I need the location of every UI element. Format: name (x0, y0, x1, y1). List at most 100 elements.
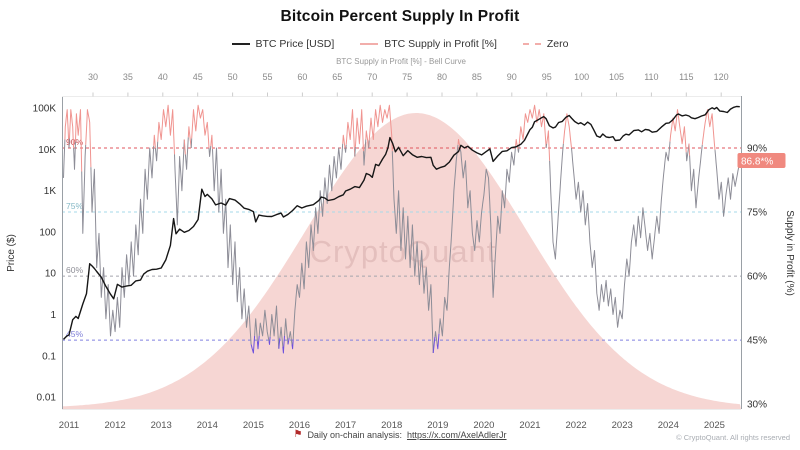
top-tick-label: 50 (228, 72, 238, 82)
top-tick-label: 120 (714, 72, 729, 82)
supply-line-segment (278, 337, 281, 349)
year-tick-label: 2022 (566, 420, 587, 431)
year-tick-label: 2020 (473, 420, 494, 431)
top-tick-label: 30 (88, 72, 98, 82)
supply-tick-label: 60% (747, 272, 767, 283)
supply-line-segment (210, 134, 213, 150)
price-tick-label: 100 (39, 227, 56, 238)
supply-line-segment (518, 104, 547, 149)
supply-line-segment (689, 144, 703, 209)
supply-line-segment (282, 335, 285, 354)
top-tick-label: 60 (297, 72, 307, 82)
supply-line-segment (63, 139, 66, 178)
supply-line-segment (157, 104, 175, 155)
current-value-label: 86.8*% (741, 157, 773, 168)
supply-line-segment (287, 337, 290, 345)
supply-line-segment (571, 141, 671, 328)
year-tick-label: 2023 (612, 420, 633, 431)
supply-line-segment (515, 139, 519, 150)
top-tick-label: 110 (644, 72, 658, 82)
legend-swatch-icon (522, 43, 541, 45)
price-tick-label: 0.1 (42, 351, 56, 362)
supply-line-segment (391, 151, 434, 354)
supply-line-segment (85, 109, 92, 168)
supply-line-segment (685, 143, 690, 162)
top-tick-label: 75 (402, 72, 412, 82)
supply-line-segment (354, 146, 356, 157)
left-axis-title: Price ($) (6, 234, 17, 272)
supply-line-segment (68, 138, 70, 149)
watermark-text: CryptoQuant (310, 234, 497, 269)
threshold-label-45: 45% (66, 329, 83, 339)
supply-line-segment (69, 109, 75, 149)
supply-line-segment (184, 137, 189, 170)
supply-line-segment (81, 144, 87, 234)
threshold-label-75: 75% (66, 201, 83, 211)
year-tick-label: 2014 (197, 420, 218, 431)
top-tick-label: 115 (679, 72, 693, 82)
top-tick-label: 90 (507, 72, 517, 82)
top-tick-label: 35 (123, 72, 133, 82)
price-tick-label: 10K (38, 145, 56, 156)
supply-line-segment (212, 147, 252, 345)
supply-line-segment (368, 104, 393, 152)
supply-line-segment (368, 140, 370, 149)
supply-line-segment (250, 335, 256, 354)
supply-line-segment (365, 130, 370, 149)
chart-title: Bitcoin Percent Supply In Profit (280, 8, 520, 25)
threshold-label-60: 60% (66, 265, 83, 275)
price-tick-label: 1 (50, 310, 56, 321)
supply-line-segment (546, 130, 551, 161)
top-axis-title: BTC Supply in Profit [%] - Bell Curve (336, 57, 466, 66)
top-tick-label: 65 (332, 72, 342, 82)
price-line (62, 105, 740, 340)
top-tick-label: 105 (609, 72, 624, 82)
current-value-badge (737, 153, 786, 168)
supply-line-segment (279, 326, 284, 347)
top-tick-label: 85 (472, 72, 482, 82)
supply-line-segment (434, 331, 438, 345)
supply-line-segment (268, 336, 271, 345)
legend-item-2[interactable]: Zero (522, 38, 568, 50)
supply-tick-label: 30% (747, 400, 767, 411)
supply-line-segment (254, 318, 258, 342)
supply-line-segment (208, 145, 212, 157)
price-tick-label: 1K (44, 186, 57, 197)
price-tick-label: 0.01 (37, 393, 57, 404)
supply-line-segment (701, 109, 716, 151)
year-tick-label: 2019 (427, 420, 448, 431)
supply-line-segment (517, 145, 520, 153)
supply-line-segment (459, 145, 517, 298)
year-tick-label: 2021 (519, 420, 540, 431)
price-tick-label: 100K (33, 104, 57, 115)
supply-line-segment (688, 143, 691, 156)
supply-line-segment (714, 150, 741, 217)
footer-note: ⚑ Daily on-chain analysis: https://x.com… (0, 429, 800, 441)
supply-line-segment (545, 143, 548, 149)
supply-line-segment (153, 134, 156, 149)
supply-line-segment (436, 333, 440, 350)
legend-item-1[interactable]: BTC Supply in Profit [%] (360, 38, 497, 50)
legend-label: BTC Price [USD] (255, 38, 335, 50)
author-link[interactable]: https://x.com/AxelAdlerJr (406, 430, 507, 440)
supply-line-segment (342, 134, 346, 149)
supply-line-segment (432, 336, 436, 354)
bell-curve-area (62, 113, 741, 409)
supply-line-segment (344, 144, 347, 153)
right-axis-title: Supply in Profit (%) (784, 210, 795, 296)
legend: BTC Price [USD] BTC Supply in Profit [%] Z… (0, 38, 800, 50)
supply-tick-label: 90% (747, 144, 767, 155)
year-tick-label: 2016 (289, 420, 310, 431)
copyright-text: © CryptoQuant. All rights reserved (676, 433, 790, 442)
year-tick-label: 2017 (335, 420, 356, 431)
supply-line-segment (345, 109, 356, 157)
year-tick-label: 2025 (704, 420, 725, 431)
flag-icon: ⚑ (293, 429, 303, 440)
supply-line-segment (288, 331, 293, 345)
supply-line-segment (90, 145, 155, 337)
supply-line-segment (549, 143, 564, 260)
legend-item-0[interactable]: BTC Price [USD] (231, 38, 335, 50)
year-tick-label: 2015 (243, 420, 264, 431)
